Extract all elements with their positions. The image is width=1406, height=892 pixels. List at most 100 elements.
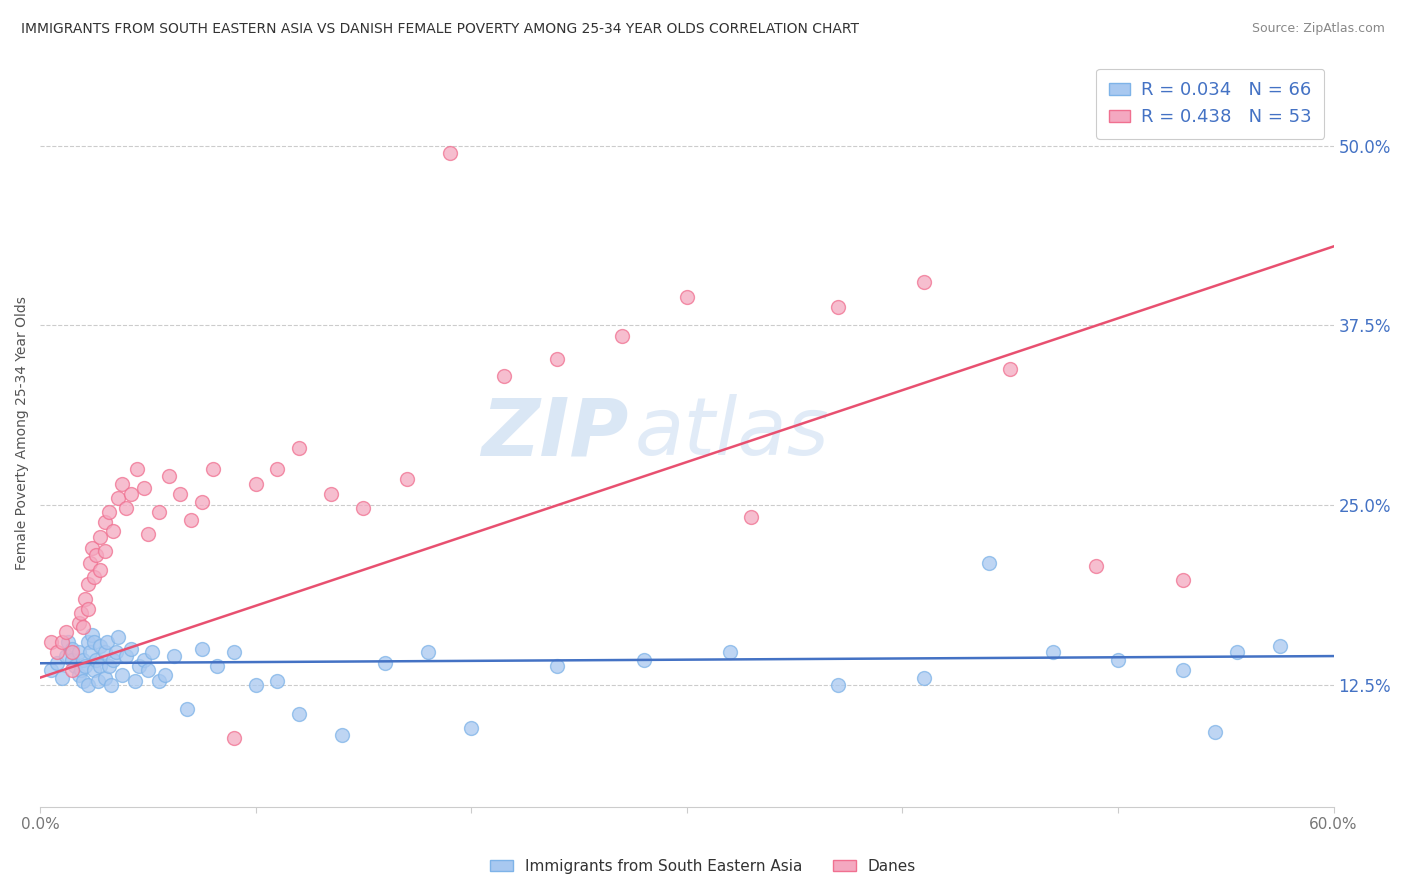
Point: [94, 671, 117, 685]
Point: [132, 653, 155, 667]
Point: [111, 667, 134, 681]
Point: [100, 678, 122, 692]
Point: [740, 509, 762, 524]
Point: [51, 634, 73, 648]
Text: IMMIGRANTS FROM SOUTH EASTERN ASIA VS DANISH FEMALE POVERTY AMONG 25-34 YEAR OLD: IMMIGRANTS FROM SOUTH EASTERN ASIA VS DA…: [21, 22, 859, 37]
Point: [546, 351, 568, 366]
Point: [55, 624, 77, 639]
Point: [330, 728, 353, 742]
Point: [75, 659, 97, 673]
Point: [1042, 645, 1064, 659]
Point: [83, 664, 105, 678]
Point: [83, 634, 105, 648]
Point: [107, 631, 129, 645]
Point: [67, 615, 90, 630]
Point: [104, 645, 127, 659]
Text: ZIP: ZIP: [481, 394, 628, 472]
Text: atlas: atlas: [636, 394, 830, 472]
Point: [39, 664, 62, 678]
Point: [51, 671, 73, 685]
Point: [374, 657, 396, 671]
Point: [120, 486, 142, 500]
Point: [245, 476, 267, 491]
Point: [124, 673, 146, 688]
Point: [132, 481, 155, 495]
Point: [103, 653, 125, 667]
Point: [89, 563, 111, 577]
Point: [148, 505, 170, 519]
Point: [321, 486, 343, 500]
Point: [46, 645, 69, 659]
Point: [127, 462, 149, 476]
Point: [80, 627, 103, 641]
Point: [94, 645, 117, 659]
Point: [94, 544, 117, 558]
Point: [141, 645, 163, 659]
Point: [191, 641, 214, 656]
Point: [224, 645, 246, 659]
Point: [103, 524, 125, 538]
Point: [136, 527, 159, 541]
Point: [169, 486, 191, 500]
Point: [610, 328, 633, 343]
Point: [115, 649, 138, 664]
Legend: R = 0.034   N = 66, R = 0.438   N = 53: R = 0.034 N = 66, R = 0.438 N = 53: [1097, 69, 1324, 139]
Text: Source: ZipAtlas.com: Source: ZipAtlas.com: [1251, 22, 1385, 36]
Point: [827, 300, 849, 314]
Point: [1225, 645, 1247, 659]
Point: [205, 659, 228, 673]
Point: [977, 556, 1000, 570]
Point: [718, 645, 741, 659]
Point: [76, 634, 98, 648]
Point: [1171, 573, 1194, 587]
Point: [148, 673, 170, 688]
Point: [460, 721, 482, 735]
Point: [1107, 653, 1129, 667]
Point: [79, 556, 101, 570]
Point: [1204, 725, 1226, 739]
Point: [912, 276, 935, 290]
Point: [245, 678, 267, 692]
Point: [180, 512, 202, 526]
Point: [89, 639, 111, 653]
Point: [111, 476, 134, 491]
Point: [89, 530, 111, 544]
Point: [546, 659, 568, 673]
Point: [56, 634, 79, 648]
Point: [76, 601, 98, 615]
Point: [1268, 639, 1291, 653]
Point: [288, 441, 311, 455]
Point: [128, 659, 150, 673]
Point: [98, 659, 121, 673]
Point: [70, 606, 93, 620]
Point: [63, 659, 86, 673]
Point: [1085, 558, 1108, 573]
Point: [70, 664, 93, 678]
Point: [266, 462, 288, 476]
Point: [191, 495, 214, 509]
Point: [96, 634, 118, 648]
Point: [395, 472, 418, 486]
Point: [675, 290, 697, 304]
Point: [87, 673, 110, 688]
Legend: Immigrants from South Eastern Asia, Danes: Immigrants from South Eastern Asia, Dane…: [484, 853, 922, 880]
Point: [115, 501, 138, 516]
Point: [84, 653, 107, 667]
Point: [39, 634, 62, 648]
Point: [176, 702, 198, 716]
Point: [84, 549, 107, 563]
Y-axis label: Female Poverty Among 25-34 Year Olds: Female Poverty Among 25-34 Year Olds: [15, 296, 30, 570]
Point: [224, 731, 246, 745]
Point: [163, 649, 186, 664]
Point: [72, 620, 94, 634]
Point: [492, 368, 515, 383]
Point: [94, 516, 117, 530]
Point: [633, 653, 655, 667]
Point: [72, 653, 94, 667]
Point: [76, 678, 98, 692]
Point: [98, 505, 121, 519]
Point: [62, 653, 84, 667]
Point: [418, 645, 440, 659]
Point: [153, 667, 176, 681]
Point: [62, 641, 84, 656]
